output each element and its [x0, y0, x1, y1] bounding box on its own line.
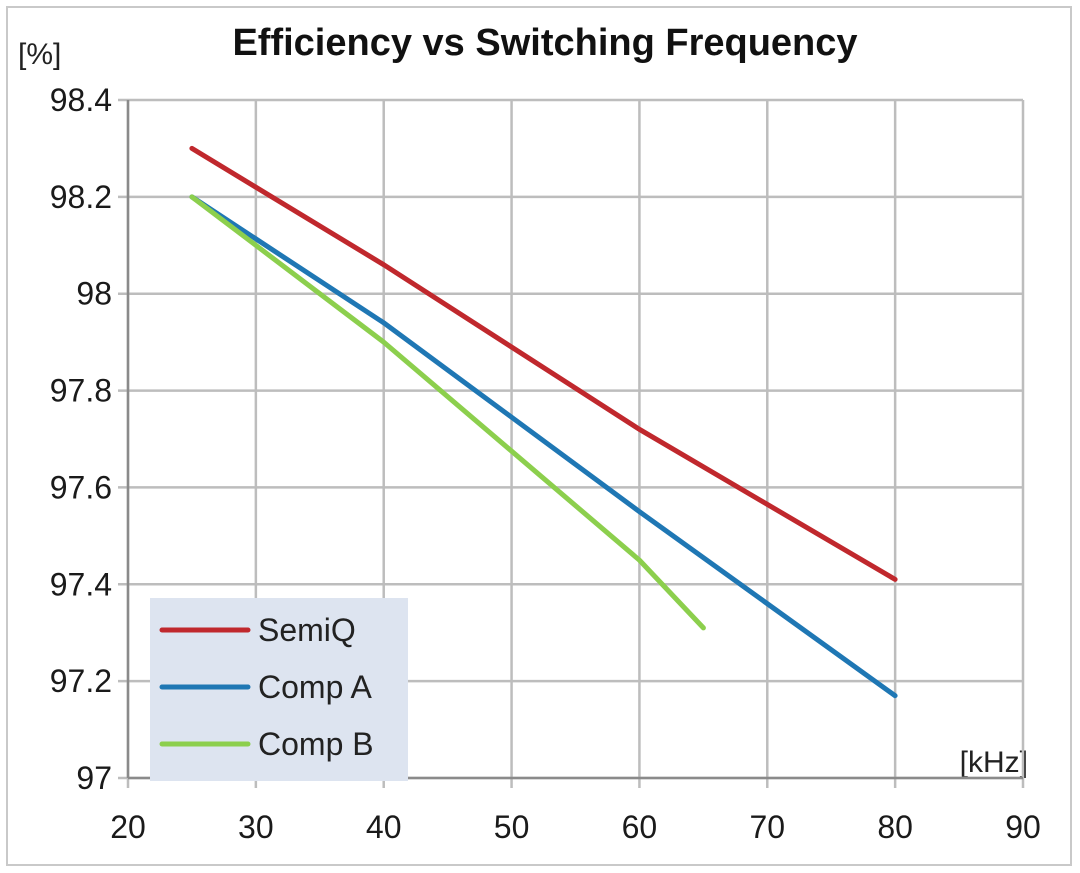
chart-title: Efficiency vs Switching Frequency [232, 22, 857, 64]
y-tick-label: 98 [76, 276, 112, 312]
y-tick-label: 98.2 [50, 179, 112, 215]
x-tick-label: 90 [1005, 809, 1041, 845]
y-axis-unit: [%] [18, 38, 61, 71]
y-tick-label: 97.2 [50, 663, 112, 699]
y-tick-label: 97 [76, 760, 112, 796]
x-tick-label: 30 [238, 809, 274, 845]
x-tick-label: 80 [877, 809, 913, 845]
x-axis-unit: [kHz] [960, 746, 1028, 779]
y-tick-label: 97.4 [50, 566, 112, 602]
series-line-semiq [189, 145, 898, 582]
x-tick-label: 40 [366, 809, 402, 845]
legend-label: Comp B [258, 726, 374, 762]
legend-label: Comp A [258, 669, 372, 705]
x-tick-label: 20 [110, 809, 146, 845]
tick-labels: 97 97.2 97.4 97.6 97.8 98 98.2 98.4 20 30 40 50 60 70… [50, 82, 1041, 845]
legend: SemiQ Comp A Comp B [150, 598, 408, 781]
x-tick-label: 60 [622, 809, 658, 845]
legend-label: SemiQ [258, 612, 356, 648]
x-tick-label: 50 [494, 809, 530, 845]
y-tick-label: 98.4 [50, 82, 112, 118]
x-tick-label: 70 [749, 809, 785, 845]
series-line-comp-a [189, 194, 898, 699]
series-line-comp-b [189, 194, 706, 631]
series-lines [189, 145, 898, 699]
y-tick-label: 97.6 [50, 469, 112, 505]
y-tick-label: 97.8 [50, 373, 112, 409]
